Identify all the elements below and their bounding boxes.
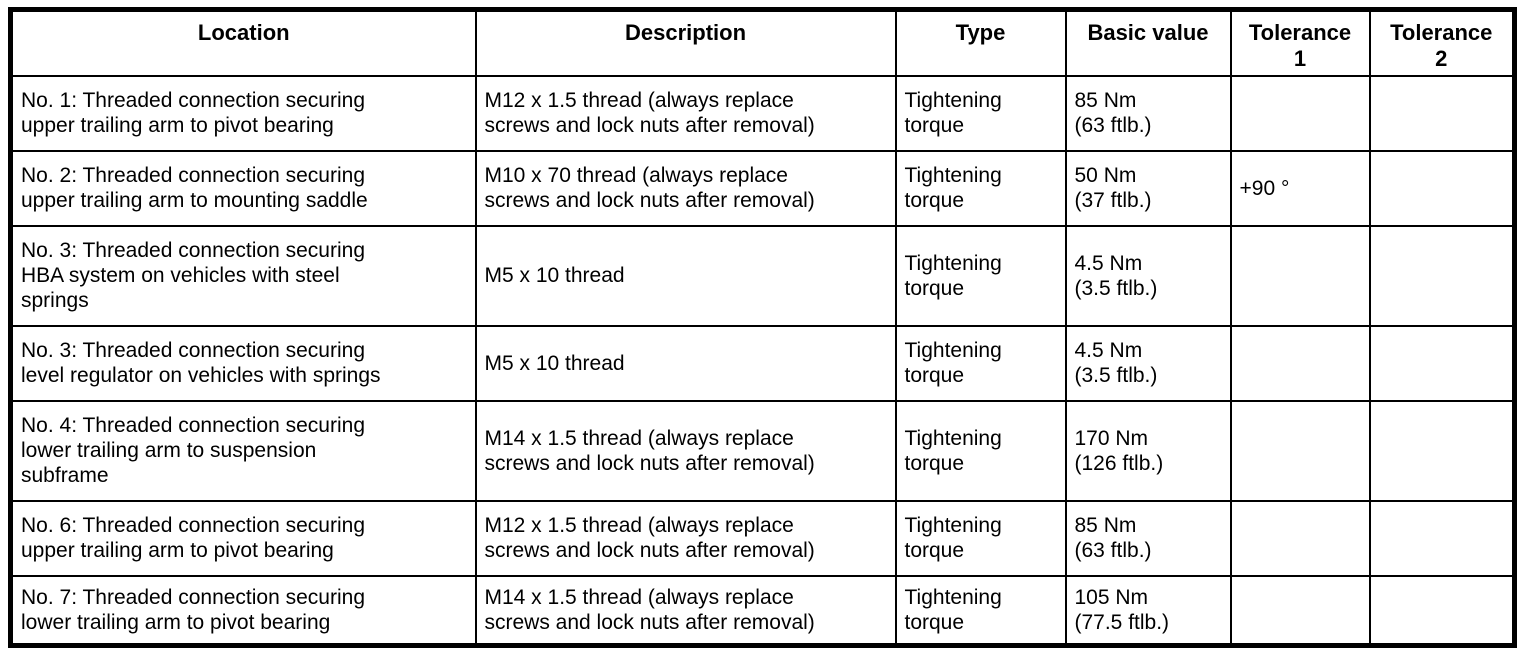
table-row: No. 7: Threaded connection securing lowe… — [9, 574, 1516, 647]
cell-tolerance-2 — [1368, 574, 1516, 647]
cell-description: M10 x 70 thread (always replace screws a… — [474, 149, 897, 227]
cell-type: Tightening torque — [894, 224, 1067, 327]
cell-basic-value: 85 Nm (63 ftlb.) — [1064, 499, 1232, 577]
cell-basic-value: 4.5 Nm (3.5 ftlb.) — [1064, 324, 1232, 402]
cell-description: M14 x 1.5 thread (always replace screws … — [474, 574, 897, 647]
cell-location: No. 4: Threaded connection securing lowe… — [9, 399, 477, 502]
cell-tolerance-2 — [1368, 224, 1516, 327]
cell-basic-value: 105 Nm (77.5 ftlb.) — [1064, 574, 1232, 647]
cell-type: Tightening torque — [894, 74, 1067, 152]
column-header-type: Type — [894, 8, 1067, 77]
table-row: No. 4: Threaded connection securing lowe… — [9, 399, 1516, 502]
table-row: No. 3: Threaded connection securing HBA … — [9, 224, 1516, 327]
cell-location: No. 2: Threaded connection securing uppe… — [9, 149, 477, 227]
cell-tolerance-2 — [1368, 324, 1516, 402]
cell-type: Tightening torque — [894, 574, 1067, 647]
cell-type: Tightening torque — [894, 324, 1067, 402]
cell-basic-value: 4.5 Nm (3.5 ftlb.) — [1064, 224, 1232, 327]
table-row: No. 1: Threaded connection securing uppe… — [9, 74, 1516, 152]
cell-location: No. 3: Threaded connection securing HBA … — [9, 224, 477, 327]
table-row: No. 2: Threaded connection securing uppe… — [9, 149, 1516, 227]
cell-tolerance-1 — [1229, 74, 1371, 152]
table-row: No. 3: Threaded connection securing leve… — [9, 324, 1516, 402]
column-header-description: Description — [474, 8, 897, 77]
column-header-location: Location — [9, 8, 477, 77]
cell-tolerance-1: +90 ° — [1229, 149, 1371, 227]
cell-tolerance-1 — [1229, 224, 1371, 327]
table-body: No. 1: Threaded connection securing uppe… — [9, 74, 1516, 647]
cell-location: No. 6: Threaded connection securing uppe… — [9, 499, 477, 577]
cell-type: Tightening torque — [894, 149, 1067, 227]
table-header-row: Location Description Type Basic value To… — [9, 8, 1516, 77]
cell-tolerance-1 — [1229, 499, 1371, 577]
cell-type: Tightening torque — [894, 399, 1067, 502]
cell-description: M5 x 10 thread — [474, 324, 897, 402]
cell-basic-value: 85 Nm (63 ftlb.) — [1064, 74, 1232, 152]
column-header-tolerance-2: Tolerance 2 — [1368, 8, 1516, 77]
cell-tolerance-1 — [1229, 324, 1371, 402]
cell-basic-value: 50 Nm (37 ftlb.) — [1064, 149, 1232, 227]
cell-location: No. 3: Threaded connection securing leve… — [9, 324, 477, 402]
cell-type: Tightening torque — [894, 499, 1067, 577]
cell-description: M12 x 1.5 thread (always replace screws … — [474, 499, 897, 577]
cell-tolerance-1 — [1229, 399, 1371, 502]
cell-location: No. 1: Threaded connection securing uppe… — [9, 74, 477, 152]
cell-tolerance-2 — [1368, 149, 1516, 227]
cell-tolerance-1 — [1229, 574, 1371, 647]
cell-basic-value: 170 Nm (126 ftlb.) — [1064, 399, 1232, 502]
cell-location: No. 7: Threaded connection securing lowe… — [9, 574, 477, 647]
cell-description: M12 x 1.5 thread (always replace screws … — [474, 74, 897, 152]
cell-description: M14 x 1.5 thread (always replace screws … — [474, 399, 897, 502]
cell-tolerance-2 — [1368, 399, 1516, 502]
column-header-basic-value: Basic value — [1064, 8, 1232, 77]
cell-tolerance-2 — [1368, 74, 1516, 152]
cell-description: M5 x 10 thread — [474, 224, 897, 327]
cell-tolerance-2 — [1368, 499, 1516, 577]
torque-spec-table: Location Description Type Basic value To… — [8, 7, 1517, 648]
column-header-tolerance-1: Tolerance 1 — [1229, 8, 1371, 77]
table-row: No. 6: Threaded connection securing uppe… — [9, 499, 1516, 577]
